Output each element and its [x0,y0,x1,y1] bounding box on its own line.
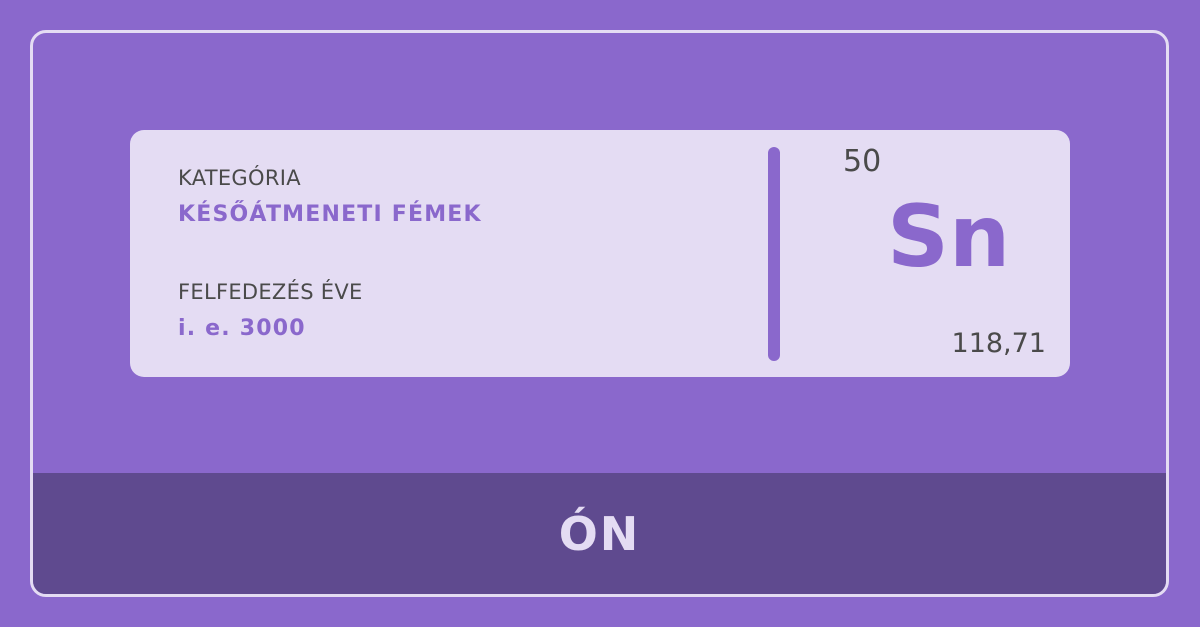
discovery-value: i. e. 3000 [178,316,306,341]
atomic-mass: 118,71 [951,328,1046,359]
footer-bar: ÓN [33,473,1166,594]
outer-frame: ÓN [30,30,1169,597]
atomic-number: 50 [843,144,882,179]
category-value: KÉSŐÁTMENETI FÉMEK [178,202,482,227]
element-card: KATEGÓRIA KÉSŐÁTMENETI FÉMEK FELFEDEZÉS … [130,130,1070,377]
element-symbol: Sn [887,187,1011,287]
vertical-divider [768,147,780,361]
discovery-label: FELFEDEZÉS ÉVE [178,280,363,304]
element-name: ÓN [558,506,641,561]
category-label: KATEGÓRIA [178,166,301,190]
